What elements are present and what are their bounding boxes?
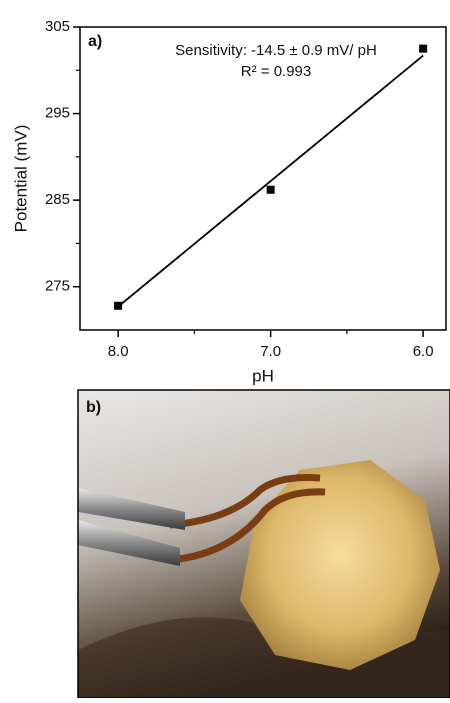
y-tick-label: 285 xyxy=(45,191,70,208)
y-tick-label: 275 xyxy=(45,278,70,295)
x-tick-label: 7.0 xyxy=(260,343,281,360)
y-tick-label: 305 xyxy=(45,18,70,35)
x-tick-label: 8.0 xyxy=(108,343,129,360)
marker xyxy=(267,186,275,194)
x-tick-label: 6.0 xyxy=(413,343,434,360)
photo: b) xyxy=(78,390,450,698)
annotation: R² = 0.993 xyxy=(241,63,311,80)
fit-line xyxy=(118,56,423,307)
annotation: Sensitivity: -14.5 ± 0.9 mV/ pH xyxy=(175,42,377,59)
panel-label: b) xyxy=(86,399,101,416)
y-axis-label: Potential (mV) xyxy=(11,125,30,233)
figure: b) 8.0 7.0 6.0 275 285 295 305 pH Potential (mV)… xyxy=(0,0,450,698)
y-tick-label: 295 xyxy=(45,105,70,122)
panel-label: a) xyxy=(88,33,102,50)
marker xyxy=(419,45,427,53)
x-axis-label: pH xyxy=(252,366,274,385)
